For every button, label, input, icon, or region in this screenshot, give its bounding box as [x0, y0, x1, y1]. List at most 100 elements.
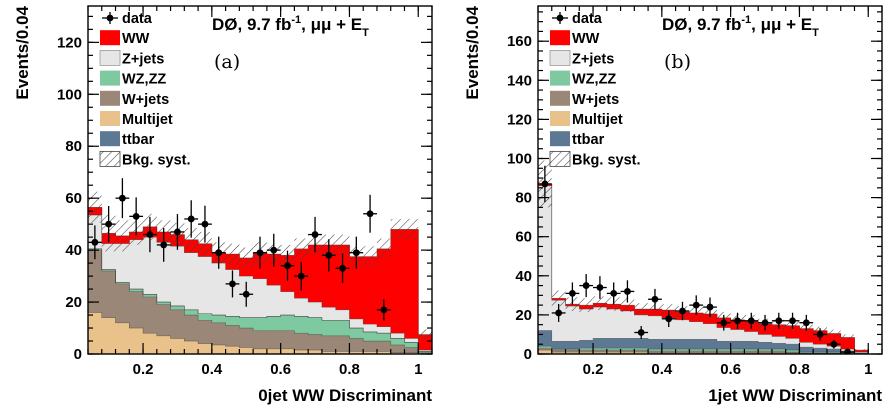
- panel-b-bar: [826, 349, 842, 353]
- panel-b-bar: [799, 347, 814, 353]
- panel-a-bar: [101, 270, 116, 318]
- panel-b-data-point: [734, 317, 741, 325]
- panel-a-bar: [349, 338, 364, 352]
- panel-a-bar: [349, 351, 364, 354]
- panel-a-bar: [280, 291, 295, 316]
- panel-a-bar: [253, 330, 268, 349]
- panel-a-bar: [390, 333, 405, 339]
- panel-b-frame: [537, 5, 883, 355]
- panel-a-legend-swatch-bkg-syst: [99, 150, 121, 167]
- panel-a-panel-label: (a): [214, 51, 240, 73]
- panel-b-bar: [620, 348, 635, 351]
- panel-a-bar: [363, 331, 378, 342]
- panel-a-data-point: [215, 249, 223, 257]
- panel-a-data-point: [119, 194, 126, 202]
- panel-a-bar: [156, 302, 171, 305]
- panel-b-legend-swatch-ww: [550, 30, 570, 46]
- panel-a-bar: [129, 291, 144, 329]
- panel-a-bar: [266, 330, 282, 349]
- panel-a-bar: [404, 338, 419, 343]
- panel-b-bar: [661, 339, 676, 350]
- panel-b-bar: [730, 341, 745, 350]
- panel-b-x-tick-label: 0.4: [651, 361, 673, 378]
- panel-b-bar: [565, 341, 580, 350]
- panel-b-bar: [648, 351, 663, 354]
- panel-a-syst-rect: [335, 234, 350, 256]
- panel-a-bar: [266, 285, 282, 317]
- panel-a-x-tick-label: 1: [414, 361, 422, 378]
- panel-b-bar: [606, 350, 621, 353]
- panel-a-bar: [184, 309, 199, 316]
- panel-b-legend-swatch-wz-zz: [550, 70, 570, 86]
- panel-a-data-point: [229, 280, 236, 288]
- panel-b-syst-rect: [551, 290, 566, 307]
- panel-b-data-point: [844, 348, 851, 354]
- panel-a-data-point: [105, 220, 113, 228]
- panel-b-bar: [730, 329, 745, 342]
- panel-b-x-axis-title: 1jet WW Discriminant: [708, 386, 882, 405]
- panel-a-bar: [280, 330, 295, 349]
- panel-b-bar: [716, 327, 732, 342]
- panel-b-plot-area: [538, 160, 882, 354]
- panel-a-syst-rect: [363, 246, 377, 267]
- panel-b-data-point: [582, 282, 590, 289]
- panel-a-bar: [88, 312, 103, 354]
- panel-b-syst-rect: [661, 304, 676, 316]
- panel-b-bar: [758, 342, 773, 350]
- panel-a-legend-swatch-ttbar: [100, 131, 120, 147]
- panel-b-legend-label-bkg-syst: Bkg. syst.: [572, 152, 641, 168]
- panel-b-bar: [771, 343, 787, 350]
- panel-b-y-tick-label: 0: [524, 346, 532, 363]
- panel-b-bar: [565, 350, 580, 353]
- panel-a-bar: [253, 348, 268, 354]
- panel-b-bar: [593, 352, 608, 354]
- panel-b-bar: [758, 349, 773, 352]
- panel-b-bar: [579, 348, 594, 351]
- panel-a-syst-rect: [115, 220, 130, 252]
- panel-b-y-tick-label: 60: [515, 229, 532, 246]
- panel-a-syst-rect: [184, 228, 199, 252]
- panel-b-syst-rect: [634, 303, 649, 315]
- panel-b-data-point: [775, 317, 783, 325]
- panel-b-bar: [744, 341, 759, 350]
- panel-a-series-wz-zz: [88, 248, 432, 353]
- panel-b-bar: [579, 350, 594, 353]
- panel-a-bar: [239, 347, 254, 354]
- panel-a-data-point: [242, 290, 250, 298]
- panel-b-bar: [854, 352, 869, 354]
- panel-a-bar: [266, 348, 282, 354]
- panel-b-legend-swatch-ttbar: [550, 131, 570, 147]
- panel-a-bar: [129, 239, 144, 290]
- panel-a-bar: [225, 346, 240, 354]
- panel-a-data-point: [380, 306, 388, 314]
- panel-a-bar: [308, 350, 323, 354]
- panel-a-bar: [308, 244, 323, 303]
- panel-a-legend-swatch-multijet: [100, 111, 120, 126]
- panel-a-bar: [280, 315, 295, 331]
- panel-b-bar: [593, 307, 608, 339]
- panel-a-data-point: [146, 231, 154, 238]
- panel-a-bar: [211, 344, 226, 354]
- panel-a-bar: [376, 326, 392, 334]
- panel-b-bar: [551, 349, 566, 351]
- panel-a-bar: [294, 316, 309, 334]
- panel-a-data-point: [132, 212, 140, 220]
- panel-a-legend-label-multijet: Multijet: [122, 112, 173, 128]
- panel-b-y-axis-title: Events/0.04: [463, 5, 482, 99]
- panel-b-y-tick-label: 160: [507, 33, 532, 50]
- panel-b-legend-label-multijet: Multijet: [572, 112, 623, 128]
- panel-b-legend-label-ww: WW: [572, 31, 600, 47]
- panel-a-syst-rect: [225, 243, 240, 265]
- panel-a-bar: [198, 256, 213, 314]
- panel-b-bar: [703, 339, 718, 350]
- panel-b-bar: [785, 344, 800, 351]
- panel-a-bar: [404, 347, 419, 353]
- panel-b-bar: [813, 344, 828, 349]
- panel-a-bar: [308, 317, 323, 335]
- panel-a-y-tick-label: 40: [65, 242, 82, 259]
- panel-b-bar: [648, 349, 663, 352]
- panel-a-bar: [349, 256, 364, 319]
- panel-a-syst-rect: [390, 218, 405, 240]
- panel-a-data-point: [174, 228, 181, 236]
- panel-b-data-point: [761, 319, 769, 327]
